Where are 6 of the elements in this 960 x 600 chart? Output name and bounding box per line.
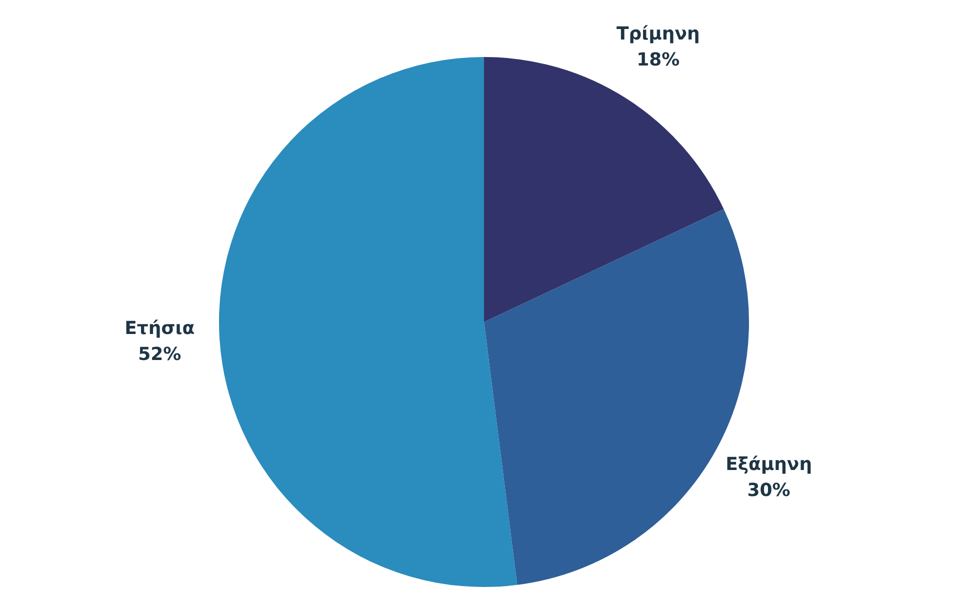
slice-label: Εξάμηνη bbox=[726, 454, 812, 476]
slice-label: Τρίμηνη bbox=[616, 23, 700, 44]
data-label: 52% bbox=[138, 344, 182, 366]
data-label: 18% bbox=[636, 49, 680, 70]
data-label: 30% bbox=[747, 480, 790, 502]
slice-label: Ετήσια bbox=[124, 318, 195, 340]
